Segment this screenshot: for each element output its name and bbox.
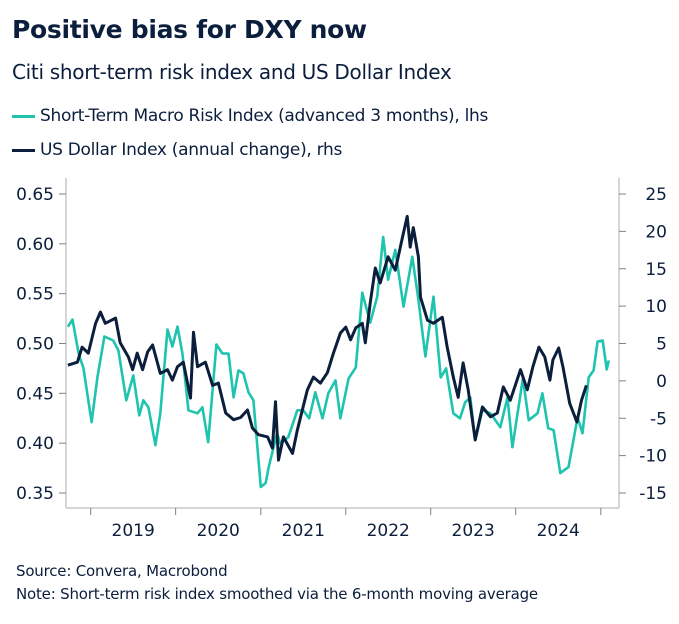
right-tick-label: 15	[645, 260, 667, 280]
chart-title: Positive bias for DXY now	[12, 15, 367, 44]
right-tick-label: 20	[645, 222, 667, 242]
left-tick-label: 0.35	[16, 484, 54, 504]
right-tick-label: -5	[650, 409, 667, 429]
x-tick-label: 2020	[197, 521, 240, 541]
left-tick-label: 0.55	[16, 285, 54, 305]
legend-label: US Dollar Index (annual change), rhs	[40, 140, 343, 160]
legend-item-risk-index: Short-Term Macro Risk Index (advanced 3 …	[12, 106, 488, 126]
x-tick-label: 2021	[282, 521, 325, 541]
series-line-risk-index	[66, 235, 611, 489]
right-tick-label: -10	[639, 447, 667, 467]
left-tick-label: 0.60	[16, 235, 54, 255]
left-tick-label: 0.40	[16, 434, 54, 454]
chart-subtitle: Citi short-term risk index and US Dollar…	[12, 60, 452, 84]
note-text: Note: Short-term risk index smoothed via…	[16, 585, 538, 603]
series-line-dollar-index	[67, 214, 588, 462]
left-tick-label: 0.65	[16, 185, 54, 205]
x-tick-label: 2023	[452, 521, 495, 541]
left-tick-label: 0.45	[16, 384, 54, 404]
legend-swatch-teal	[12, 114, 35, 118]
right-tick-label: 10	[645, 297, 667, 317]
left-tick-label: 0.50	[16, 335, 54, 355]
right-tick-label: 5	[656, 335, 667, 355]
right-tick-label: 0	[656, 372, 667, 392]
legend-swatch-navy	[12, 148, 35, 152]
legend-item-dollar-index: US Dollar Index (annual change), rhs	[12, 140, 342, 160]
x-tick-label: 2019	[112, 521, 155, 541]
right-tick-label: 25	[645, 185, 667, 205]
legend-label: Short-Term Macro Risk Index (advanced 3 …	[40, 106, 489, 126]
right-tick-label: -15	[639, 484, 667, 504]
x-tick-label: 2022	[367, 521, 410, 541]
source-text: Source: Convera, Macrobond	[16, 562, 228, 580]
x-tick-label: 2024	[537, 521, 580, 541]
